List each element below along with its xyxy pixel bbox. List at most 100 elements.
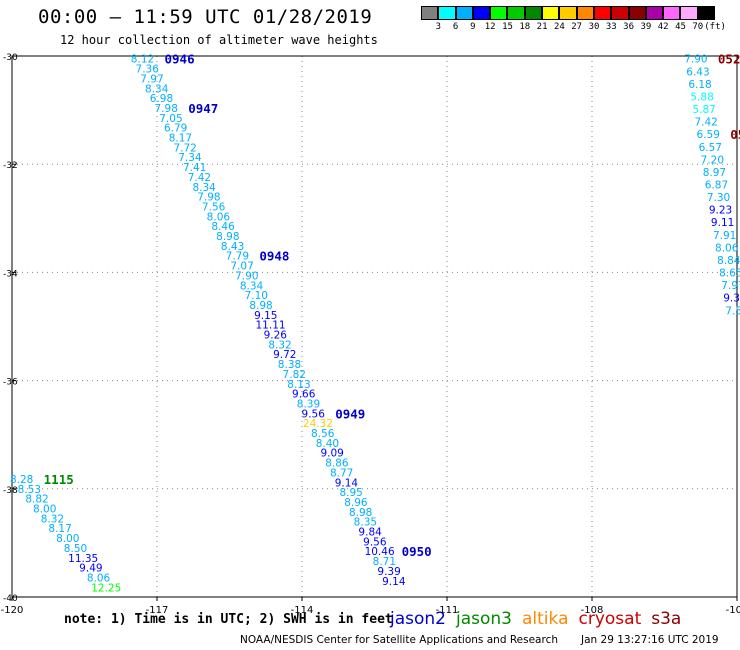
legend-cryosat: cryosat — [578, 609, 642, 629]
y-tick-label: -40 — [3, 594, 18, 604]
wave-height-value: 8.43 — [221, 241, 244, 253]
wave-height-value: 7.10 — [245, 290, 268, 302]
wave-height-value: 8.00 — [33, 504, 56, 516]
wave-height-value: 6.59 — [697, 129, 720, 141]
wave-height-value: 8.06 — [87, 572, 111, 584]
wave-height-value: 8.84 — [717, 255, 740, 267]
wave-height-value: 8.35 — [354, 517, 377, 529]
wave-height-value: 9.15 — [254, 310, 277, 322]
wave-height-value: 8.98 — [216, 231, 239, 243]
scale-label: 24 — [553, 22, 565, 32]
wave-height-value: 8.98 — [249, 300, 272, 312]
scale-label: 9 — [470, 22, 476, 32]
map-title: 00:00 – 11:59 UTC 01/28/2019 — [38, 6, 373, 28]
pass-time-label: 0946 — [165, 52, 195, 67]
scale-swatch — [697, 6, 716, 20]
map-subtitle: 12 hour collection of altimeter wave hei… — [60, 33, 378, 47]
wave-height-value: 11.11 — [256, 320, 286, 332]
wave-height-value: 8.46 — [211, 221, 235, 233]
scale-label: 39 — [640, 22, 652, 32]
wave-height-value: 8.86 — [325, 458, 349, 470]
wave-height-value: 6.57 — [699, 142, 722, 154]
pass-time-label: 1115 — [44, 472, 74, 487]
wave-height-value: 9.26 — [264, 330, 288, 342]
wave-height-value: 7.98 — [155, 103, 178, 115]
scale-label: 36 — [623, 22, 635, 32]
wave-height-value: 8.96 — [344, 497, 368, 509]
wave-height-value: 7.90 — [235, 270, 258, 282]
scale-swatch — [645, 6, 664, 20]
generated-timestamp: Jan 29 13:27:16 UTC 2019 — [581, 634, 719, 646]
wave-height-value: 7.07 — [230, 261, 253, 273]
scale-label: 12 — [484, 22, 496, 32]
wave-height-value: 8.17 — [48, 523, 71, 535]
scale-label: 30 — [588, 22, 600, 32]
wave-height-value: 7.34 — [178, 152, 202, 164]
legend-jason3: jason3 — [456, 609, 512, 629]
wave-height-value: 7.42 — [694, 117, 717, 129]
wave-height-value: 7.91 — [713, 230, 736, 242]
wave-height-value: 9.14 — [335, 477, 359, 489]
wave-height-value: 8.38 — [278, 359, 301, 371]
wave-height-value: 7.05 — [159, 113, 182, 125]
wave-height-value: 7.50 — [725, 305, 740, 317]
wave-height-value: 7.97 — [140, 73, 163, 85]
pass-time-label: 0525 — [718, 52, 740, 67]
x-tick-label: -111 — [436, 605, 459, 616]
wave-height-value: 8.06 — [715, 242, 739, 254]
y-tick-label: -32 — [3, 161, 18, 171]
wave-height-value: 10.46 — [365, 546, 395, 558]
credit-text: NOAA/NESDIS Center for Satellite Applica… — [240, 634, 558, 646]
wave-height-value: 7.41 — [183, 162, 206, 174]
legend-jason2: jason2 — [390, 609, 446, 629]
wave-height-value: 7.90 — [684, 54, 707, 66]
footer-note: note: 1) Time is in UTC; 2) SWH is in fe… — [64, 612, 393, 627]
satellite-legend: jason2 jason3 altika cryosat s3a — [390, 609, 691, 629]
scale-swatch — [559, 6, 577, 20]
legend-altika: altika — [522, 609, 569, 629]
y-tick-label: -34 — [3, 269, 18, 279]
wave-height-value: 6.79 — [164, 123, 187, 135]
scale-label: 70 — [692, 22, 704, 32]
wave-height-value: 9.72 — [273, 349, 296, 361]
wave-height-value: 8.97 — [703, 167, 726, 179]
pass-time-label: 0947 — [188, 101, 218, 116]
x-tick-label: -105 — [726, 605, 740, 616]
wave-height-value: 11.35 — [68, 553, 98, 565]
wave-height-value: 8.82 — [25, 494, 48, 506]
scale-label: 3 — [435, 22, 442, 32]
pass-time-label: 0950 — [402, 544, 432, 559]
wave-height-value: 8.06 — [207, 211, 231, 223]
wave-height-value: 8.32 — [268, 339, 291, 351]
wave-height-value: 8.56 — [311, 428, 335, 440]
y-tick-label: -38 — [3, 486, 18, 496]
pass-time-label: 0948 — [259, 249, 289, 264]
wave-height-value: 6.18 — [688, 79, 711, 91]
wave-height-value: 8.71 — [373, 556, 396, 568]
pass-time-label: 0949 — [335, 406, 365, 421]
wave-height-value: 9.11 — [711, 217, 734, 229]
x-tick-label: -117 — [146, 605, 169, 616]
wave-height-value: 8.32 — [41, 513, 64, 525]
scale-swatch — [524, 6, 543, 20]
scale-swatch — [576, 6, 594, 20]
wave-height-value: 9.34 — [723, 293, 740, 305]
wave-height-value: 7.20 — [701, 154, 724, 166]
wave-height-color-scale — [421, 6, 716, 20]
x-tick-label: -108 — [581, 605, 604, 616]
wave-height-value: 7.30 — [707, 192, 730, 204]
scale-swatch — [593, 6, 612, 20]
wave-height-value: 7.82 — [283, 369, 306, 381]
wave-height-value: 8.34 — [145, 83, 169, 95]
wave-height-value: 9.56 — [363, 536, 387, 548]
scale-label: 21 — [536, 22, 548, 32]
wave-height-value: 12.25 — [91, 582, 121, 594]
wave-height-value: 8.28 — [10, 474, 33, 486]
scale-swatch — [680, 6, 698, 20]
wave-height-value: 8.34 — [192, 182, 216, 194]
wave-height-value: 8.50 — [64, 543, 87, 555]
wave-height-value: 8.40 — [316, 438, 339, 450]
wave-height-value: 7.97 — [721, 280, 740, 292]
scale-label: 42 — [657, 22, 669, 32]
wave-height-value: 7.56 — [202, 201, 226, 213]
